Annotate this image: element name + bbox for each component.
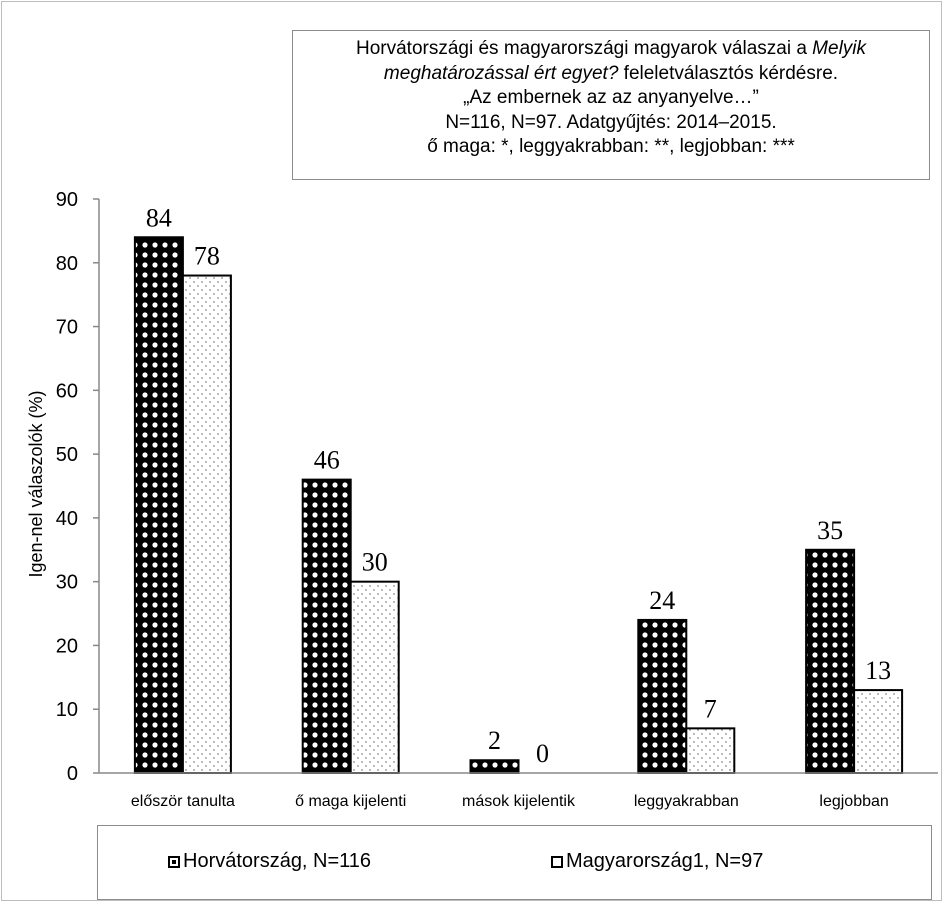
data-label: 78 (194, 242, 220, 271)
data-label: 84 (146, 203, 172, 232)
data-label: 46 (314, 446, 340, 475)
legend-item-magyarorszag: Magyarország1, N=97 (551, 850, 763, 873)
bar-horvatorszag (469, 759, 520, 775)
data-label: 2 (488, 726, 501, 755)
y-tick-label: 70 (56, 317, 78, 339)
legend-label: Horvátország, N=116 (183, 850, 372, 872)
y-tick-label: 40 (56, 508, 78, 530)
bars-group: 84 78 46 30 2 0 24 7 35 13 (133, 203, 904, 775)
chart-title-box: Horvátországi és magyarországi magyarok … (292, 30, 930, 180)
bar-horvatorszag (301, 478, 352, 774)
x-tick-label: legjobban (819, 793, 888, 810)
x-tick-label: először tanulta (131, 793, 235, 810)
y-tick-label: 90 (56, 189, 78, 211)
data-label: 13 (865, 656, 891, 685)
x-axis: először tanulta ő maga kijelenti mások kij… (99, 772, 938, 810)
data-label: 35 (817, 516, 843, 545)
bar-horvatorszag (805, 548, 856, 774)
bar-horvatorszag (637, 618, 688, 775)
bar-horvatorszag (133, 236, 184, 774)
data-label: 7 (704, 694, 717, 723)
data-label: 24 (649, 586, 675, 615)
title-line-5: ő maga: *, leggyakrabban: **, legjobban:… (427, 136, 795, 157)
y-tick-label: 0 (67, 763, 78, 785)
title-line-3: „Az embernek az az anyanyelve…” (463, 87, 759, 108)
legend-swatch-dark (168, 855, 180, 868)
bar-magyarorszag (685, 727, 736, 774)
y-tick-label: 50 (56, 444, 78, 466)
y-tick-label: 60 (56, 380, 78, 402)
title-line-1: Horvátországi és magyarországi magyarok … (355, 38, 867, 59)
bar-magyarorszag (181, 274, 232, 774)
legend-swatch-light (551, 855, 563, 868)
data-label: 30 (362, 548, 388, 577)
data-label: 0 (536, 739, 549, 768)
y-tick-label: 30 (56, 572, 78, 594)
y-axis-label: Igen-nel válaszolók (%) (26, 390, 46, 577)
y-axis: 0 10 20 30 40 50 60 70 80 90 (56, 189, 100, 785)
legend-label: Magyarország1, N=97 (566, 850, 764, 872)
bar-magyarorszag (853, 689, 904, 774)
x-tick-label: mások kijelentik (462, 793, 576, 810)
legend: Horvátország, N=116 Magyarország1, N=97 (97, 825, 932, 900)
title-line-2: meghatározással ért egyet? feleletválasz… (383, 62, 839, 84)
x-tick-label: ő maga kijelenti (295, 793, 406, 810)
bar-magyarorszag (349, 580, 400, 775)
legend-item-horvatorszag: Horvátország, N=116 (168, 850, 371, 873)
y-tick-label: 10 (56, 699, 78, 721)
x-tick-label: leggyakrabban (634, 793, 739, 810)
y-tick-label: 80 (56, 253, 78, 275)
title-line-4: N=116, N=97. Adatgyűjtés: 2014–2015. (445, 111, 777, 133)
y-tick-label: 20 (56, 635, 78, 657)
